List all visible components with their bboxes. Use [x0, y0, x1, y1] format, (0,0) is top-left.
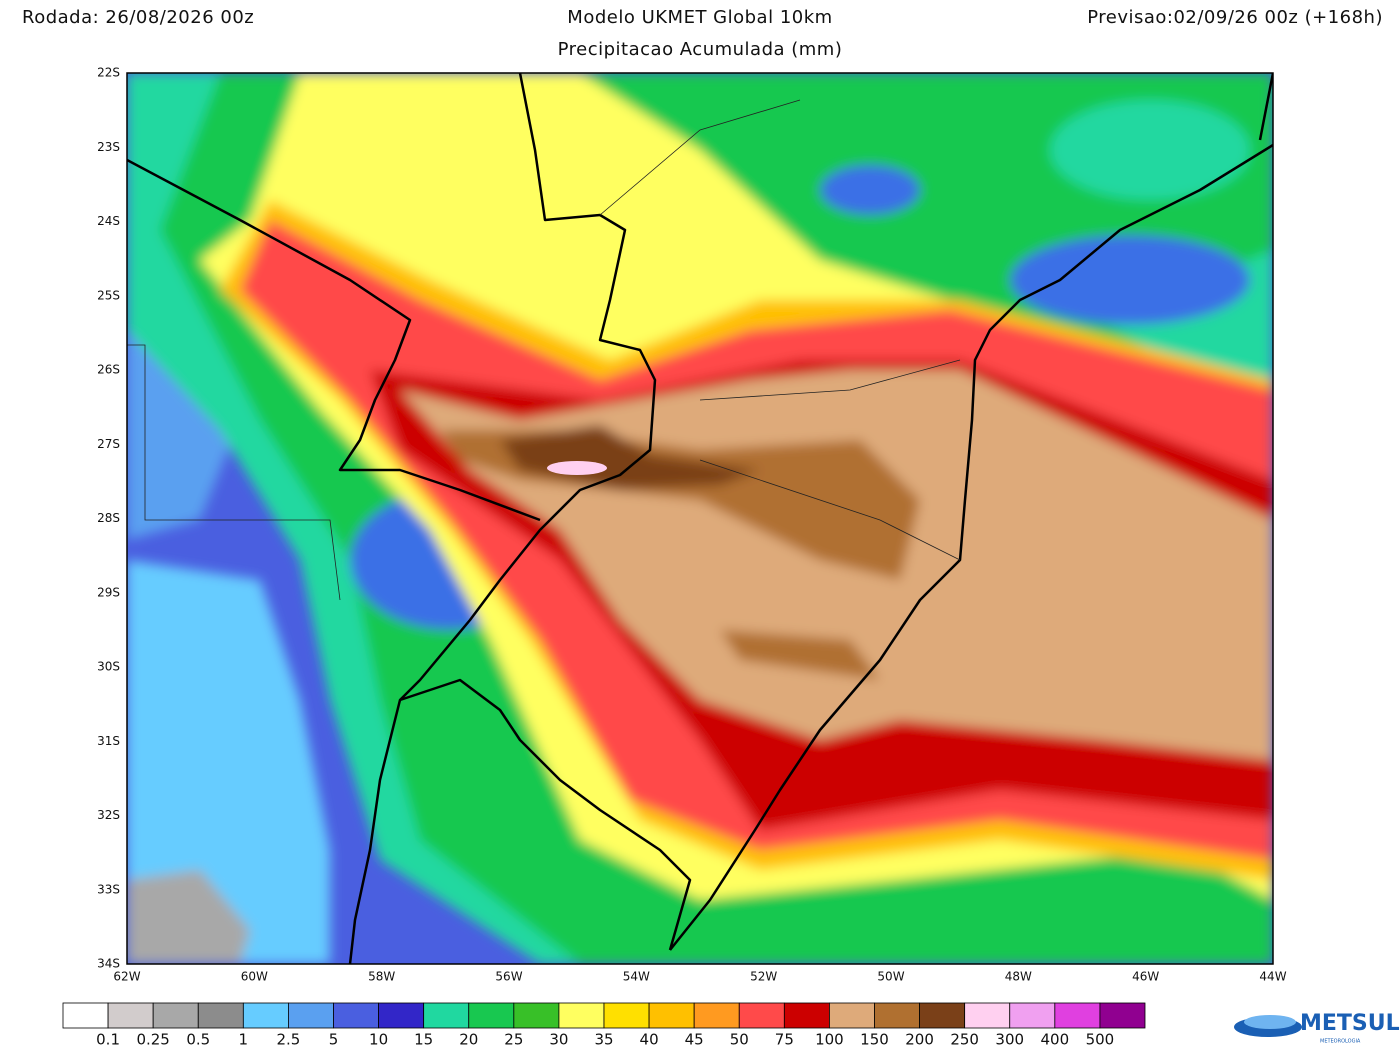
colorbar: 0.1 0.25 0.5 1 2.5 5 10 15 20 25 30 35 40 45 50 75 100 15…: [62, 1002, 1146, 1049]
colorbar-label: 1: [239, 1031, 249, 1049]
colorbar-swatch: [333, 1002, 379, 1029]
border-line: [669, 143, 1273, 951]
colorbar-label: 0.1: [96, 1031, 120, 1049]
axis-ticks: 22S23S24S25S26S27S28S29S30S31S32S33S34S6…: [97, 66, 1287, 984]
lon-label: 54W: [623, 970, 650, 984]
border-line: [1258, 73, 1273, 141]
lon-label: 62W: [113, 970, 140, 984]
colorbar-swatch: [468, 1002, 515, 1029]
colorbar-swatch: [107, 1002, 154, 1029]
colorbar-label: 15: [414, 1031, 433, 1049]
colorbar-swatch: [919, 1002, 966, 1029]
lat-label: 28S: [97, 511, 120, 525]
colorbar-swatch: [197, 1002, 244, 1029]
lon-label: 58W: [368, 970, 395, 984]
lat-label: 22S: [97, 66, 120, 80]
colorbar-label: 150: [860, 1031, 889, 1049]
colorbar-label: 10: [369, 1031, 388, 1049]
lat-label: 25S: [97, 288, 120, 302]
precip-area: METEOROLOGIA: [1320, 1039, 1361, 1045]
logo: METSUL METEOROLOGIA: [1234, 1011, 1400, 1045]
lon-label: 46W: [1132, 970, 1159, 984]
colorbar-label: 5: [329, 1031, 339, 1049]
colorbar-label: 400: [1041, 1031, 1070, 1049]
colorbar-label: 300: [995, 1031, 1024, 1049]
precip-area: Precipitacao Acumulada (mm): [558, 39, 843, 60]
precip-area: [547, 461, 607, 475]
colorbar-label: 2.5: [276, 1031, 300, 1049]
precip-area: METSUL: [1300, 1011, 1400, 1036]
colorbar-label: 0.25: [136, 1031, 169, 1049]
colorbar-swatch: [829, 1002, 875, 1029]
colorbar-swatch: [152, 1002, 199, 1029]
colorbar-label: 0.5: [186, 1031, 210, 1049]
lon-label: 52W: [750, 970, 777, 984]
colorbar-label: 200: [905, 1031, 934, 1049]
colorbar-label: 100: [815, 1031, 844, 1049]
colorbar-swatch: [738, 1002, 785, 1029]
precip-area: Rodada: 26/08/2026 00z: [22, 7, 254, 28]
lat-label: 32S: [97, 808, 120, 822]
colorbar-swatch: [62, 1002, 109, 1029]
colorbar-label: 500: [1086, 1031, 1115, 1049]
lon-label: 48W: [1005, 970, 1032, 984]
lat-label: 31S: [97, 734, 120, 748]
colorbar-swatch: [783, 1002, 830, 1029]
lat-label: 29S: [97, 585, 120, 599]
precip-area: [127, 560, 330, 964]
colorbar-label: 20: [459, 1031, 478, 1049]
colorbar-swatch: [964, 1002, 1011, 1029]
precip-field: [127, 73, 1273, 964]
map-frame: [126, 72, 1274, 965]
colorbar-label: 75: [775, 1031, 794, 1049]
precip-area: [720, 630, 880, 680]
lat-label: 34S: [97, 957, 120, 971]
lat-label: 27S: [97, 437, 120, 451]
lon-label: 60W: [241, 970, 268, 984]
precip-area: [1050, 100, 1250, 200]
precip-area: [127, 870, 250, 964]
lat-label: 24S: [97, 214, 120, 228]
colorbar-label: 50: [730, 1031, 749, 1049]
colorbar-swatch: [242, 1002, 289, 1029]
colorbar-swatch: [423, 1002, 470, 1029]
precip-area: [820, 165, 920, 215]
colorbar-swatch: [558, 1002, 605, 1029]
colorbar-swatch: [1054, 1002, 1101, 1029]
colorbar-swatch: [693, 1002, 740, 1029]
lat-label: 23S: [97, 140, 120, 154]
colorbar-swatch: [1099, 1002, 1146, 1029]
colorbar-swatch: [288, 1002, 334, 1029]
precip-area: Modelo UKMET Global 10km: [567, 7, 832, 28]
colorbar-label: 250: [950, 1031, 979, 1049]
lat-label: 33S: [97, 882, 120, 896]
precip-area: Previsao:02/09/26 00z (+168h): [1087, 7, 1383, 28]
border-line: [348, 73, 657, 964]
lat-label: 26S: [97, 363, 120, 377]
colorbar-swatch: [378, 1002, 425, 1029]
lon-label: 44W: [1259, 970, 1286, 984]
border-line: [127, 158, 541, 522]
colorbar-swatch: [874, 1002, 920, 1029]
colorbar-label: 25: [504, 1031, 523, 1049]
precip-area: [1010, 235, 1250, 325]
colorbar-label: 30: [549, 1031, 568, 1049]
colorbar-label: 45: [685, 1031, 704, 1049]
precip-area: [127, 73, 1273, 964]
colorbar-swatch: [513, 1002, 560, 1029]
lon-label: 56W: [495, 970, 522, 984]
colorbar-swatch: [648, 1002, 695, 1029]
border-line: [399, 678, 692, 951]
precip-area: [1244, 1015, 1296, 1029]
colorbar-swatch: [1009, 1002, 1056, 1029]
lon-label: 50W: [877, 970, 904, 984]
lat-label: 30S: [97, 660, 120, 674]
colorbar-label: 40: [640, 1031, 659, 1049]
colorbar-label: 35: [594, 1031, 613, 1049]
state-line: [127, 99, 961, 601]
colorbar-swatch: [603, 1002, 650, 1029]
